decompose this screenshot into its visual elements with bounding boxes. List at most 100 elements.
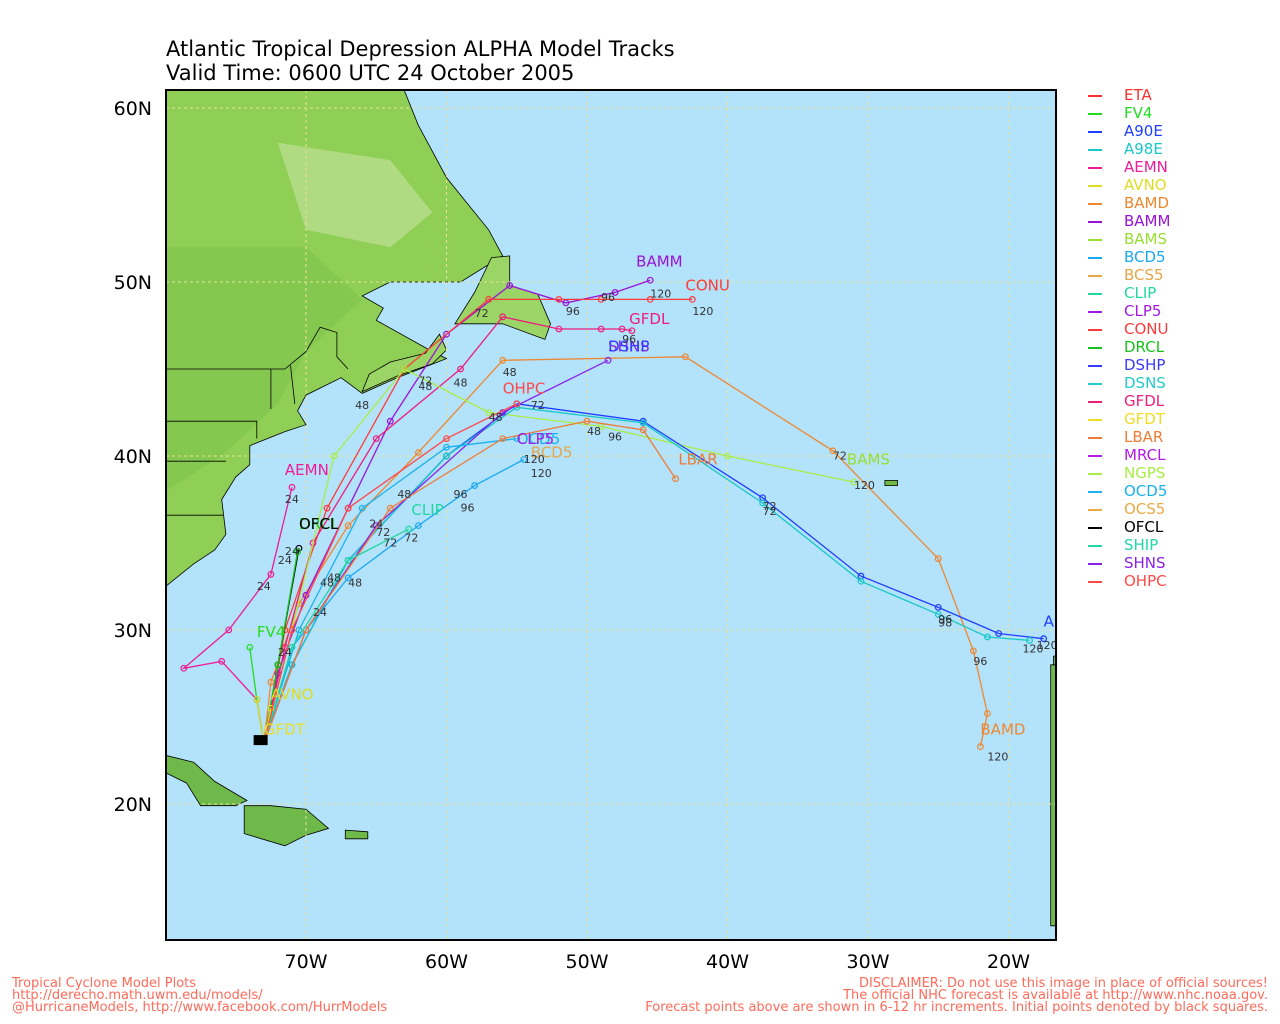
legend-label: OCS5 [1124,500,1166,518]
model-label: CONU [685,277,729,295]
legend-label: SHNS [1124,554,1166,572]
lon-label: 50W [566,951,609,973]
track-point [995,630,1003,637]
legend-swatch [1088,238,1102,241]
track-conu [263,298,693,744]
forecast-hour-label: 120 [531,467,552,480]
legend-label: BAMS [1124,230,1168,248]
track-point [555,325,563,333]
track-point [1026,637,1033,644]
forecast-hour-label: 48 [454,376,468,389]
legend-swatch [1088,364,1102,367]
legend: ETA FV4 A90E A98E AEMN AVNO BAMD BAMM BAMS BCD5 BC… [1088,86,1170,590]
model-label: CLIP [411,501,443,519]
track-point [583,417,591,425]
model-label: SHNS [608,338,650,356]
legend-label: A90E [1124,122,1163,140]
legend-swatch [1088,94,1102,97]
legend-item: BAMD [1088,194,1170,212]
model-label: BAMD [980,720,1025,738]
forecast-hour-label: 96 [601,291,615,304]
puerto-rico [344,829,369,840]
track-gfdl [263,316,633,744]
model-label: OCD5 [517,430,560,448]
cuba [166,755,248,807]
forecast-hour-label: 24 [313,606,327,619]
legend-label: CLP5 [1124,302,1162,320]
track-point [562,299,570,307]
legend-label: NGPS [1124,464,1166,482]
legend-item: OCS5 [1088,500,1170,518]
legend-item: DRCL [1088,338,1170,356]
forecast-hour-label: 96 [454,488,468,501]
legend-swatch [1088,202,1102,205]
forecast-hour-label: 120 [987,751,1008,764]
track-point [604,356,612,364]
track-point [499,435,507,443]
legend-item: AVNO [1088,176,1170,194]
map-frame [165,89,1057,941]
track-point [443,435,450,443]
legend-label: DSHP [1124,356,1166,374]
track-point [611,289,619,296]
legend-item: SHNS [1088,554,1170,572]
track-point [1040,635,1048,643]
legend-swatch [1088,544,1102,547]
track-point [977,743,984,750]
forecast-hour-label: 72 [475,307,489,320]
legend-item: DSHP [1088,356,1170,374]
legend-item: CONU [1088,320,1170,338]
track-point [934,603,942,611]
forecast-hour-label: 72 [383,536,397,549]
model-label: OHPC [503,379,546,397]
legend-item: AEMN [1088,158,1170,176]
track-point [639,426,647,434]
forecast-hour-label: 48 [418,380,432,393]
legend-item: BCD5 [1088,248,1170,266]
track-point [829,447,837,455]
track-point [274,661,282,669]
legend-swatch [1088,256,1102,259]
forecast-hour-label: 48 [489,411,503,424]
legend-item: BCS5 [1088,266,1170,284]
track-bamd [263,356,989,747]
forecast-hour-label: 24 [369,517,383,530]
legend-item: CLP5 [1088,302,1170,320]
canary [1053,655,1056,666]
legend-label: AEMN [1124,158,1168,176]
track-point [443,452,450,460]
legend-swatch [1088,436,1102,439]
model-label: DRCL [299,515,340,533]
track-point [672,475,679,483]
lon-label: 40W [706,951,749,973]
forecast-hour-label: 24 [278,646,292,659]
legend-label: CLIP [1124,284,1157,302]
track-point [267,678,275,686]
legend-label: BAMD [1124,194,1170,212]
track-point [520,456,528,463]
legend-label: GFDT [1124,410,1165,428]
legend-label: AVNO [1124,176,1167,194]
forecast-hour-label: 24 [285,493,299,506]
legend-item: GFDT [1088,410,1170,428]
track-point [457,365,464,373]
forecast-hour-label: 98 [938,617,952,630]
legend-item: A98E [1088,140,1170,158]
legend-label: BAMM [1124,212,1171,230]
legend-swatch [1088,274,1102,277]
track-point [415,449,422,456]
legend-item: ETA [1088,86,1170,104]
forecast-hour-label: 120 [1037,639,1058,652]
legend-label: LBAR [1124,428,1164,446]
lat-label: 40N [114,446,152,468]
forecast-hour-label: 96 [608,430,622,443]
track-point [443,443,450,451]
land-masses [166,90,1056,927]
forecast-hour-label: 72 [376,526,390,539]
forecast-hour-label: 72 [404,531,418,544]
legend-item: SHIP [1088,536,1170,554]
model-label: AVNO [271,686,314,704]
legend-swatch [1088,472,1102,475]
legend-swatch [1088,382,1102,385]
legend-label: OCD5 [1124,482,1168,500]
